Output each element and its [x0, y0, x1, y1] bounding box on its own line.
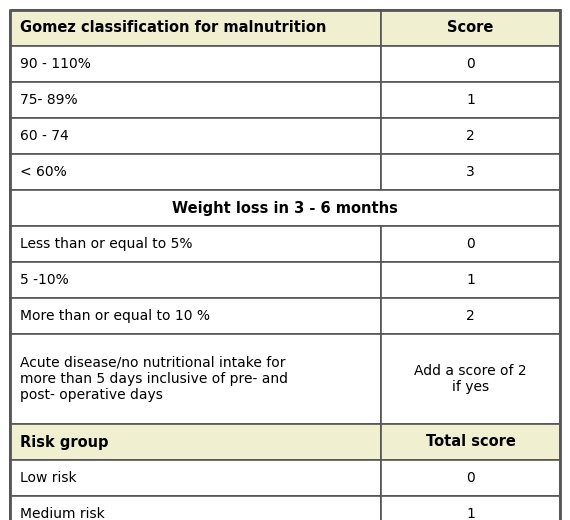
Bar — [10, 334, 381, 424]
Text: 1: 1 — [466, 93, 475, 107]
Text: 3: 3 — [466, 165, 475, 179]
Bar — [381, 262, 560, 298]
Bar — [381, 424, 560, 460]
Text: Risk group: Risk group — [20, 435, 108, 449]
Bar — [381, 460, 560, 496]
Text: 0: 0 — [466, 471, 475, 485]
Text: Acute disease/no nutritional intake for
more than 5 days inclusive of pre- and
p: Acute disease/no nutritional intake for … — [20, 356, 288, 402]
Bar — [10, 298, 381, 334]
Text: Weight loss in 3 - 6 months: Weight loss in 3 - 6 months — [172, 201, 398, 215]
Bar — [10, 10, 381, 46]
Bar — [381, 154, 560, 190]
Text: Gomez classification for malnutrition: Gomez classification for malnutrition — [20, 20, 327, 35]
Text: < 60%: < 60% — [20, 165, 67, 179]
Text: 5 -10%: 5 -10% — [20, 273, 69, 287]
Text: Score: Score — [447, 20, 494, 35]
Bar — [10, 190, 560, 226]
Bar — [381, 226, 560, 262]
Bar — [10, 424, 381, 460]
Bar — [10, 262, 381, 298]
Text: 90 - 110%: 90 - 110% — [20, 57, 91, 71]
Text: 60 - 74: 60 - 74 — [20, 129, 69, 143]
Bar — [10, 154, 381, 190]
Bar — [10, 46, 381, 82]
Text: 0: 0 — [466, 237, 475, 251]
Text: 2: 2 — [466, 129, 475, 143]
Text: 75- 89%: 75- 89% — [20, 93, 78, 107]
Text: Total score: Total score — [426, 435, 515, 449]
Bar — [10, 118, 381, 154]
Bar — [381, 118, 560, 154]
Text: 0: 0 — [466, 57, 475, 71]
Bar — [10, 460, 381, 496]
Text: Less than or equal to 5%: Less than or equal to 5% — [20, 237, 193, 251]
Text: 2: 2 — [466, 309, 475, 323]
Text: 1: 1 — [466, 507, 475, 520]
Bar — [381, 298, 560, 334]
Bar — [10, 226, 381, 262]
Bar — [10, 496, 381, 520]
Text: More than or equal to 10 %: More than or equal to 10 % — [20, 309, 210, 323]
Bar — [381, 496, 560, 520]
Text: Medium risk: Medium risk — [20, 507, 105, 520]
Bar — [381, 334, 560, 424]
Bar — [381, 46, 560, 82]
Text: Low risk: Low risk — [20, 471, 76, 485]
Bar — [10, 82, 381, 118]
Text: 1: 1 — [466, 273, 475, 287]
Text: Add a score of 2
if yes: Add a score of 2 if yes — [414, 364, 527, 394]
Bar — [381, 82, 560, 118]
Bar — [381, 10, 560, 46]
